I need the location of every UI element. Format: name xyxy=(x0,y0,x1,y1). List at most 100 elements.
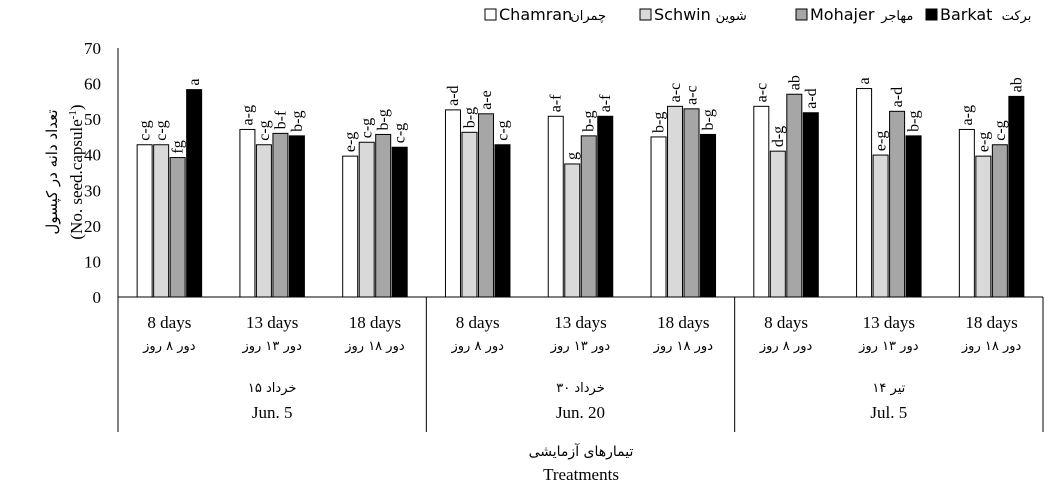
bar-schwin xyxy=(153,144,170,298)
category-label-persian: دور ۱۳ روز xyxy=(241,339,302,354)
significance-letter: ab xyxy=(1008,77,1025,92)
bar-mohajer xyxy=(889,110,906,298)
significance-letter: a-d xyxy=(803,88,820,108)
bar-mohajer xyxy=(683,108,700,298)
significance-letter: a-e xyxy=(478,90,495,110)
bar-barkat xyxy=(1008,95,1025,298)
x-axis: 8 days دور ۸ روز 13 days دور ۱۳ روز 18 days د… xyxy=(117,296,1044,432)
significance-letter: c-g xyxy=(992,120,1009,140)
bar-chamran xyxy=(650,136,667,298)
category-label-persian: دور ۱۸ روز xyxy=(653,339,714,354)
legend-label-english: Chamran xyxy=(499,5,572,24)
bar-mohajer xyxy=(272,132,289,298)
significance-letter: b-g xyxy=(581,111,598,132)
category-label-persian: دور ۱۳ روز xyxy=(858,339,919,354)
bar-schwin xyxy=(667,105,684,298)
x-axis-title-english: Treatments xyxy=(543,465,619,484)
bar-barkat xyxy=(391,146,408,298)
category-label-english: 18 days xyxy=(349,313,401,332)
significance-letter: c-g xyxy=(392,123,409,143)
legend-label-english: Barkat xyxy=(940,5,992,24)
bar-chamran xyxy=(547,115,564,298)
significance-letter: b-g xyxy=(651,112,668,133)
category-label-english: 8 days xyxy=(764,313,808,332)
bar-mohajer xyxy=(375,133,392,298)
significance-letter: g xyxy=(564,152,581,160)
significance-letter: a-f xyxy=(548,94,565,112)
category-label-persian: دور ۸ روز xyxy=(142,339,196,354)
legend-swatch-schwin xyxy=(639,8,652,21)
bar-mohajer xyxy=(786,93,803,298)
significance-letter: b-g xyxy=(375,109,392,130)
legend-label-english: Schwin xyxy=(654,5,711,24)
significance-letter: b-g xyxy=(700,109,717,130)
significance-letter: c-g xyxy=(153,120,170,140)
bar-barkat xyxy=(186,89,203,298)
y-axis: 0 10 20 30 40 50 60 70 xyxy=(84,39,119,307)
bar-chamran xyxy=(136,144,153,298)
legend-label-persian: چمران xyxy=(570,9,606,24)
group-label-persian: ۱۴ تیر xyxy=(872,381,905,396)
bar-barkat xyxy=(597,115,614,298)
bar-chamran xyxy=(958,128,975,298)
category-label-english: 13 days xyxy=(246,313,298,332)
y-tick-label: 40 xyxy=(84,146,101,165)
category-label-english: 18 days xyxy=(657,313,709,332)
bar-barkat xyxy=(802,112,819,298)
category-label-english: 8 days xyxy=(456,313,500,332)
legend-swatch-barkat xyxy=(925,8,938,21)
significance-letter: a-c xyxy=(667,83,684,103)
group-label-persian: ۳۰ خرداد xyxy=(556,381,605,396)
category-label-persian: دور ۸ روز xyxy=(759,339,813,354)
significance-letter: e-g xyxy=(975,132,992,152)
bar-schwin xyxy=(255,144,272,298)
bar-barkat xyxy=(288,135,305,298)
category-label-english: 13 days xyxy=(554,313,606,332)
significance-letter: e-g xyxy=(873,131,890,151)
x-axis-title-persian: تیمارهای آزمایشی xyxy=(529,443,634,460)
significance-letter: a-c xyxy=(753,83,770,103)
bar-mohajer xyxy=(580,135,597,298)
y-tick-label: 10 xyxy=(84,252,101,271)
significance-letter: b-g xyxy=(461,107,478,128)
bar-mohajer xyxy=(169,157,186,298)
y-axis-title-persian: تعداد دانه در کپسول xyxy=(43,109,62,234)
bar-schwin xyxy=(461,131,478,298)
y-tick-label: 70 xyxy=(84,39,101,58)
category-label-english: 18 days xyxy=(965,313,1017,332)
bar-chamran xyxy=(239,128,256,298)
significance-letter: a xyxy=(186,79,203,86)
category-label-english: 8 days xyxy=(147,313,191,332)
significance-letter: a-f xyxy=(597,94,614,112)
y-tick-label: 60 xyxy=(84,75,101,94)
bar-chamran xyxy=(342,155,359,298)
group-label-english: Jul. 5 xyxy=(870,403,907,422)
significance-letter: b-f xyxy=(272,110,289,129)
bar-schwin xyxy=(564,163,581,298)
legend-swatch-chamran xyxy=(484,8,497,21)
bar-chamran xyxy=(753,105,770,298)
significance-letter: a-g xyxy=(959,105,976,125)
y-tick-label: 20 xyxy=(84,217,101,236)
significance-letter: d-g xyxy=(770,126,787,147)
significance-letter: a-d xyxy=(889,87,906,107)
significance-letter: a xyxy=(856,77,873,84)
significance-letter: e-g xyxy=(342,132,359,152)
group-label-english: Jun. 20 xyxy=(556,403,605,422)
bar-chamran xyxy=(444,109,461,298)
group-label-english: Jun. 5 xyxy=(252,403,293,422)
bars xyxy=(136,88,1025,298)
category-label-persian: دور ۱۳ روز xyxy=(550,339,611,354)
category-label-english: 13 days xyxy=(863,313,915,332)
significance-letters: c-ga-ge-ga-d a-fb-ga-caa-gc-g c-g c-g b-gga-… xyxy=(137,75,1026,160)
bar-schwin xyxy=(975,155,992,298)
bar-schwin xyxy=(358,141,375,298)
significance-letter: a-g xyxy=(239,105,256,125)
bar-chamran xyxy=(856,88,873,298)
significance-letter: a-c xyxy=(684,85,701,105)
bar-barkat xyxy=(905,135,922,298)
group-label-persian: ۱۵ خرداد xyxy=(248,381,297,396)
significance-letter: fg xyxy=(170,140,187,153)
significance-letter: c-g xyxy=(494,120,511,140)
